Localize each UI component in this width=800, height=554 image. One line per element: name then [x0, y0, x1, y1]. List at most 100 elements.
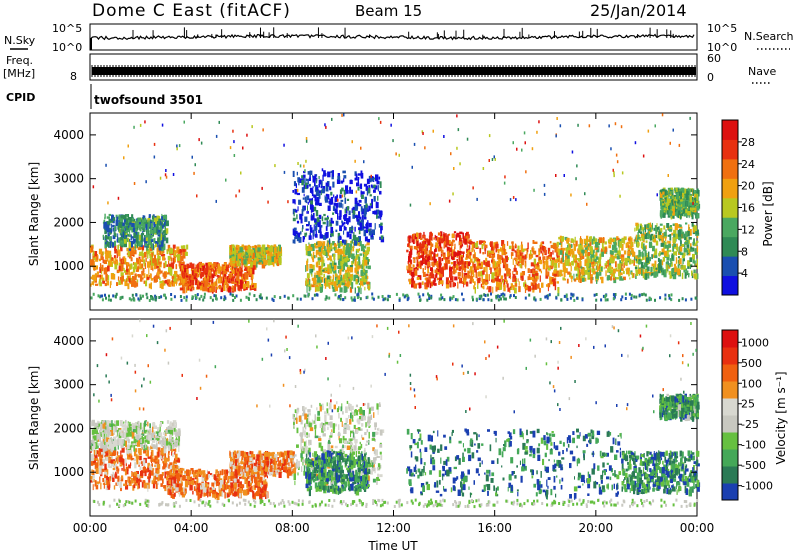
power-echo-cell	[541, 241, 545, 245]
power-echo-cell	[494, 277, 497, 282]
power-echo-cell	[524, 283, 527, 287]
power-echo-cell	[498, 280, 502, 288]
power-echo-cell	[380, 222, 383, 226]
power-echo-cell	[472, 261, 474, 268]
power-echo-cell	[306, 224, 309, 227]
power-echo-cell	[247, 247, 251, 251]
power-echo-cell	[213, 268, 215, 271]
power-echo-cell	[356, 264, 358, 270]
power-echo-cell	[314, 174, 317, 180]
power-echo-cell	[251, 281, 253, 286]
power-echo-cell	[352, 234, 357, 241]
power-echo-cell	[351, 273, 353, 281]
power-echo-cell	[464, 275, 467, 280]
power-echo-cell	[267, 253, 271, 257]
power-echo-cell	[616, 256, 620, 260]
power-echo-cell	[331, 285, 333, 289]
power-echo-cell	[355, 200, 358, 208]
power-echo-cell	[158, 252, 160, 258]
power-echo-cell	[663, 231, 667, 237]
power-echo-cell	[143, 273, 146, 279]
power-echo-cell	[413, 283, 417, 289]
power-echo-cell	[327, 217, 329, 220]
power-echo-cell	[665, 229, 667, 232]
power-echo-cell	[406, 265, 408, 271]
power-echo-cell	[139, 264, 141, 269]
power-echo-cell	[662, 212, 666, 218]
power-echo-cell	[651, 272, 654, 276]
power-echo-cell	[648, 231, 651, 234]
power-echo-cell	[516, 263, 519, 266]
power-echo-cell	[251, 267, 253, 274]
power-echo-cell	[680, 238, 682, 245]
power-echo-cell	[611, 266, 614, 269]
power-echo-cell	[324, 277, 327, 283]
power-echo-cell	[231, 245, 235, 249]
power-echo-cell	[352, 245, 355, 252]
power-speckle-cell	[689, 116, 691, 120]
power-echo-cell	[135, 242, 137, 247]
power-echo-cell	[491, 246, 494, 253]
power-echo-cell	[669, 195, 673, 199]
power-echo-cell	[224, 263, 226, 269]
power-echo-cell	[416, 264, 419, 267]
power-echo-cell	[139, 226, 142, 232]
power-echo-cell	[590, 251, 595, 258]
power-echo-cell	[360, 269, 364, 276]
power-echo-cell	[525, 284, 529, 291]
power-echo-cell	[609, 257, 613, 264]
power-echo-cell	[631, 259, 634, 263]
power-echo-cell	[599, 269, 602, 276]
power-echo-cell	[639, 258, 643, 262]
power-echo-cell	[420, 255, 424, 258]
power-echo-cell	[162, 255, 165, 261]
power-echo-cell	[112, 257, 114, 264]
power-echo-cell	[473, 258, 476, 263]
power-echo-cell	[641, 225, 643, 232]
power-echo-cell	[363, 208, 367, 215]
power-echo-cell	[478, 263, 481, 266]
power-echo-cell	[90, 245, 94, 253]
power-echo-cell	[517, 254, 521, 260]
power-echo-cell	[691, 203, 695, 209]
power-echo-cell	[340, 180, 344, 184]
power-echo-cell	[304, 196, 307, 203]
power-echo-cell	[362, 226, 367, 229]
power-echo-cell	[316, 178, 318, 184]
power-echo-cell	[140, 237, 144, 242]
power-echo-cell	[323, 170, 326, 177]
power-echo-cell	[604, 241, 607, 245]
power-echo-cell	[609, 250, 612, 255]
power-echo-cell	[102, 234, 104, 238]
power-echo-cell	[164, 279, 168, 284]
power-echo-cell	[137, 240, 139, 248]
power-echo-cell	[420, 248, 423, 254]
power-echo-cell	[320, 225, 323, 228]
power-echo-cell	[617, 239, 619, 246]
power-echo-cell	[370, 202, 373, 209]
power-echo-cell	[499, 256, 502, 260]
power-echo-cell	[521, 277, 524, 281]
power-echo-cell	[344, 208, 346, 214]
power-echo-cell	[157, 255, 161, 259]
power-echo-cell	[587, 252, 590, 256]
power-speckle-cell	[274, 164, 276, 168]
power-echo-cell	[357, 218, 361, 225]
power-echo-cell	[182, 245, 186, 250]
power-echo-cell	[425, 239, 429, 243]
power-echo-cell	[354, 226, 356, 232]
power-echo-cell	[211, 274, 215, 278]
power-echo-cell	[412, 264, 414, 267]
power-echo-cell	[577, 251, 581, 254]
power-echo-cell	[666, 190, 668, 194]
power-echo-cell	[657, 230, 659, 236]
power-echo-cell	[595, 265, 597, 270]
power-echo-cell	[665, 250, 669, 258]
power-echo-cell	[467, 271, 471, 274]
power-echo-cell	[330, 281, 334, 285]
power-echo-cell	[416, 277, 420, 280]
power-echo-cell	[379, 236, 381, 240]
power-echo-cell	[470, 266, 473, 272]
power-echo-cell	[312, 175, 315, 180]
power-echo-cell	[471, 243, 474, 251]
